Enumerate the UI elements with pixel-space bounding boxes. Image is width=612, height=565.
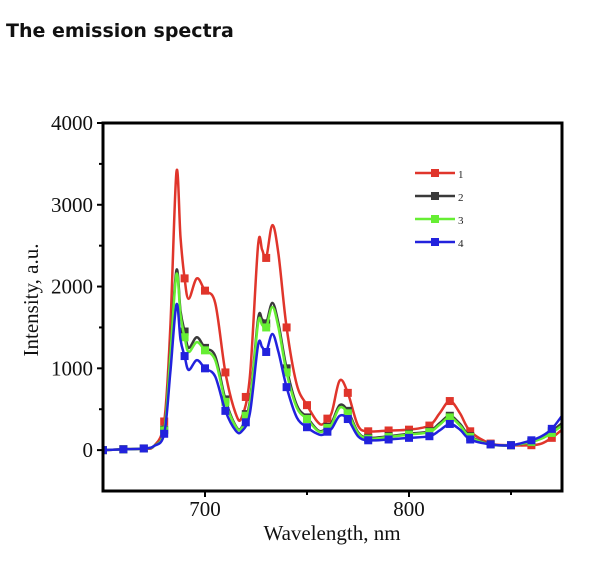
series-marker-4 xyxy=(384,435,393,444)
series-4 xyxy=(103,302,562,455)
legend-label-4: 4 xyxy=(458,238,464,250)
series-marker-1 xyxy=(425,421,434,430)
series-marker-3 xyxy=(303,415,311,424)
series-marker-3 xyxy=(343,409,352,418)
series-marker-3 xyxy=(425,428,434,437)
series-marker-4 xyxy=(343,415,352,424)
series-line-1 xyxy=(103,168,562,452)
y-axis-label: Intensity, a.u. xyxy=(19,244,43,357)
series-marker-4 xyxy=(103,446,107,455)
series-marker-4 xyxy=(527,436,536,445)
series-marker-4 xyxy=(160,429,169,438)
series-marker-3 xyxy=(201,346,209,355)
legend-marker-1 xyxy=(431,169,439,177)
series-marker-4 xyxy=(323,427,332,436)
series-marker-4 xyxy=(486,440,495,449)
series-marker-3 xyxy=(445,413,454,422)
series-marker-4 xyxy=(139,444,148,453)
y-tick-label: 4000 xyxy=(51,111,93,135)
series-marker-3 xyxy=(180,333,189,342)
y-tick-label: 3000 xyxy=(51,193,93,217)
legend-label-2: 2 xyxy=(458,192,464,204)
x-tick-label: 700 xyxy=(189,497,221,521)
plot-lines xyxy=(103,168,562,455)
series-marker-4 xyxy=(282,383,291,392)
series-marker-1 xyxy=(201,286,209,295)
series-marker-4 xyxy=(119,445,128,454)
series-marker-4 xyxy=(466,435,475,444)
series-marker-4 xyxy=(221,406,230,415)
plot-frame xyxy=(101,121,564,493)
series-marker-4 xyxy=(405,433,413,442)
series-marker-1 xyxy=(384,426,393,435)
legend-marker-4 xyxy=(431,238,439,246)
series-line-3 xyxy=(103,272,562,452)
series-marker-1 xyxy=(221,368,230,377)
series-marker-4 xyxy=(262,347,271,356)
series-marker-4 xyxy=(364,436,373,445)
series-marker-4 xyxy=(507,441,515,450)
legend-marker-3 xyxy=(431,215,439,223)
x-axis-label: Wavelength, nm xyxy=(263,521,400,545)
series-marker-1 xyxy=(466,427,475,436)
series-marker-1 xyxy=(445,397,454,406)
series-marker-1 xyxy=(262,253,271,262)
series-marker-1 xyxy=(343,388,352,397)
legend-label-3: 3 xyxy=(458,215,464,227)
series-marker-4 xyxy=(241,418,250,427)
page-title: The emission spectra xyxy=(6,20,234,42)
legend: 1 2 3 4 xyxy=(415,169,464,250)
series-marker-4 xyxy=(445,419,454,428)
series-marker-1 xyxy=(405,425,413,434)
y-tick-label: 2000 xyxy=(51,275,93,299)
series-marker-3 xyxy=(221,397,230,406)
series-marker-1 xyxy=(364,427,373,436)
legend-marker-2 xyxy=(431,192,439,200)
series-marker-4 xyxy=(180,352,189,361)
series-marker-3 xyxy=(282,368,291,377)
series-marker-3 xyxy=(241,411,250,420)
series-marker-1 xyxy=(180,274,189,283)
series-marker-4 xyxy=(201,364,209,373)
y-tick-label: 1000 xyxy=(51,356,93,380)
series-marker-3 xyxy=(547,428,556,437)
series-marker-1 xyxy=(303,401,311,410)
series-marker-4 xyxy=(547,424,556,433)
legend-label-1: 1 xyxy=(458,169,464,181)
axes: 0 1000 2000 3000 4000 700 800 xyxy=(51,111,564,521)
y-tick-label: 0 xyxy=(83,438,94,462)
series-marker-1 xyxy=(282,323,291,332)
series-marker-1 xyxy=(241,392,250,401)
x-tick-label: 800 xyxy=(393,497,425,521)
series-marker-4 xyxy=(303,423,311,432)
series-1 xyxy=(103,168,562,455)
series-marker-1 xyxy=(547,433,556,442)
series-marker-4 xyxy=(425,432,434,441)
series-marker-3 xyxy=(262,323,271,332)
series-marker-1 xyxy=(323,414,332,423)
